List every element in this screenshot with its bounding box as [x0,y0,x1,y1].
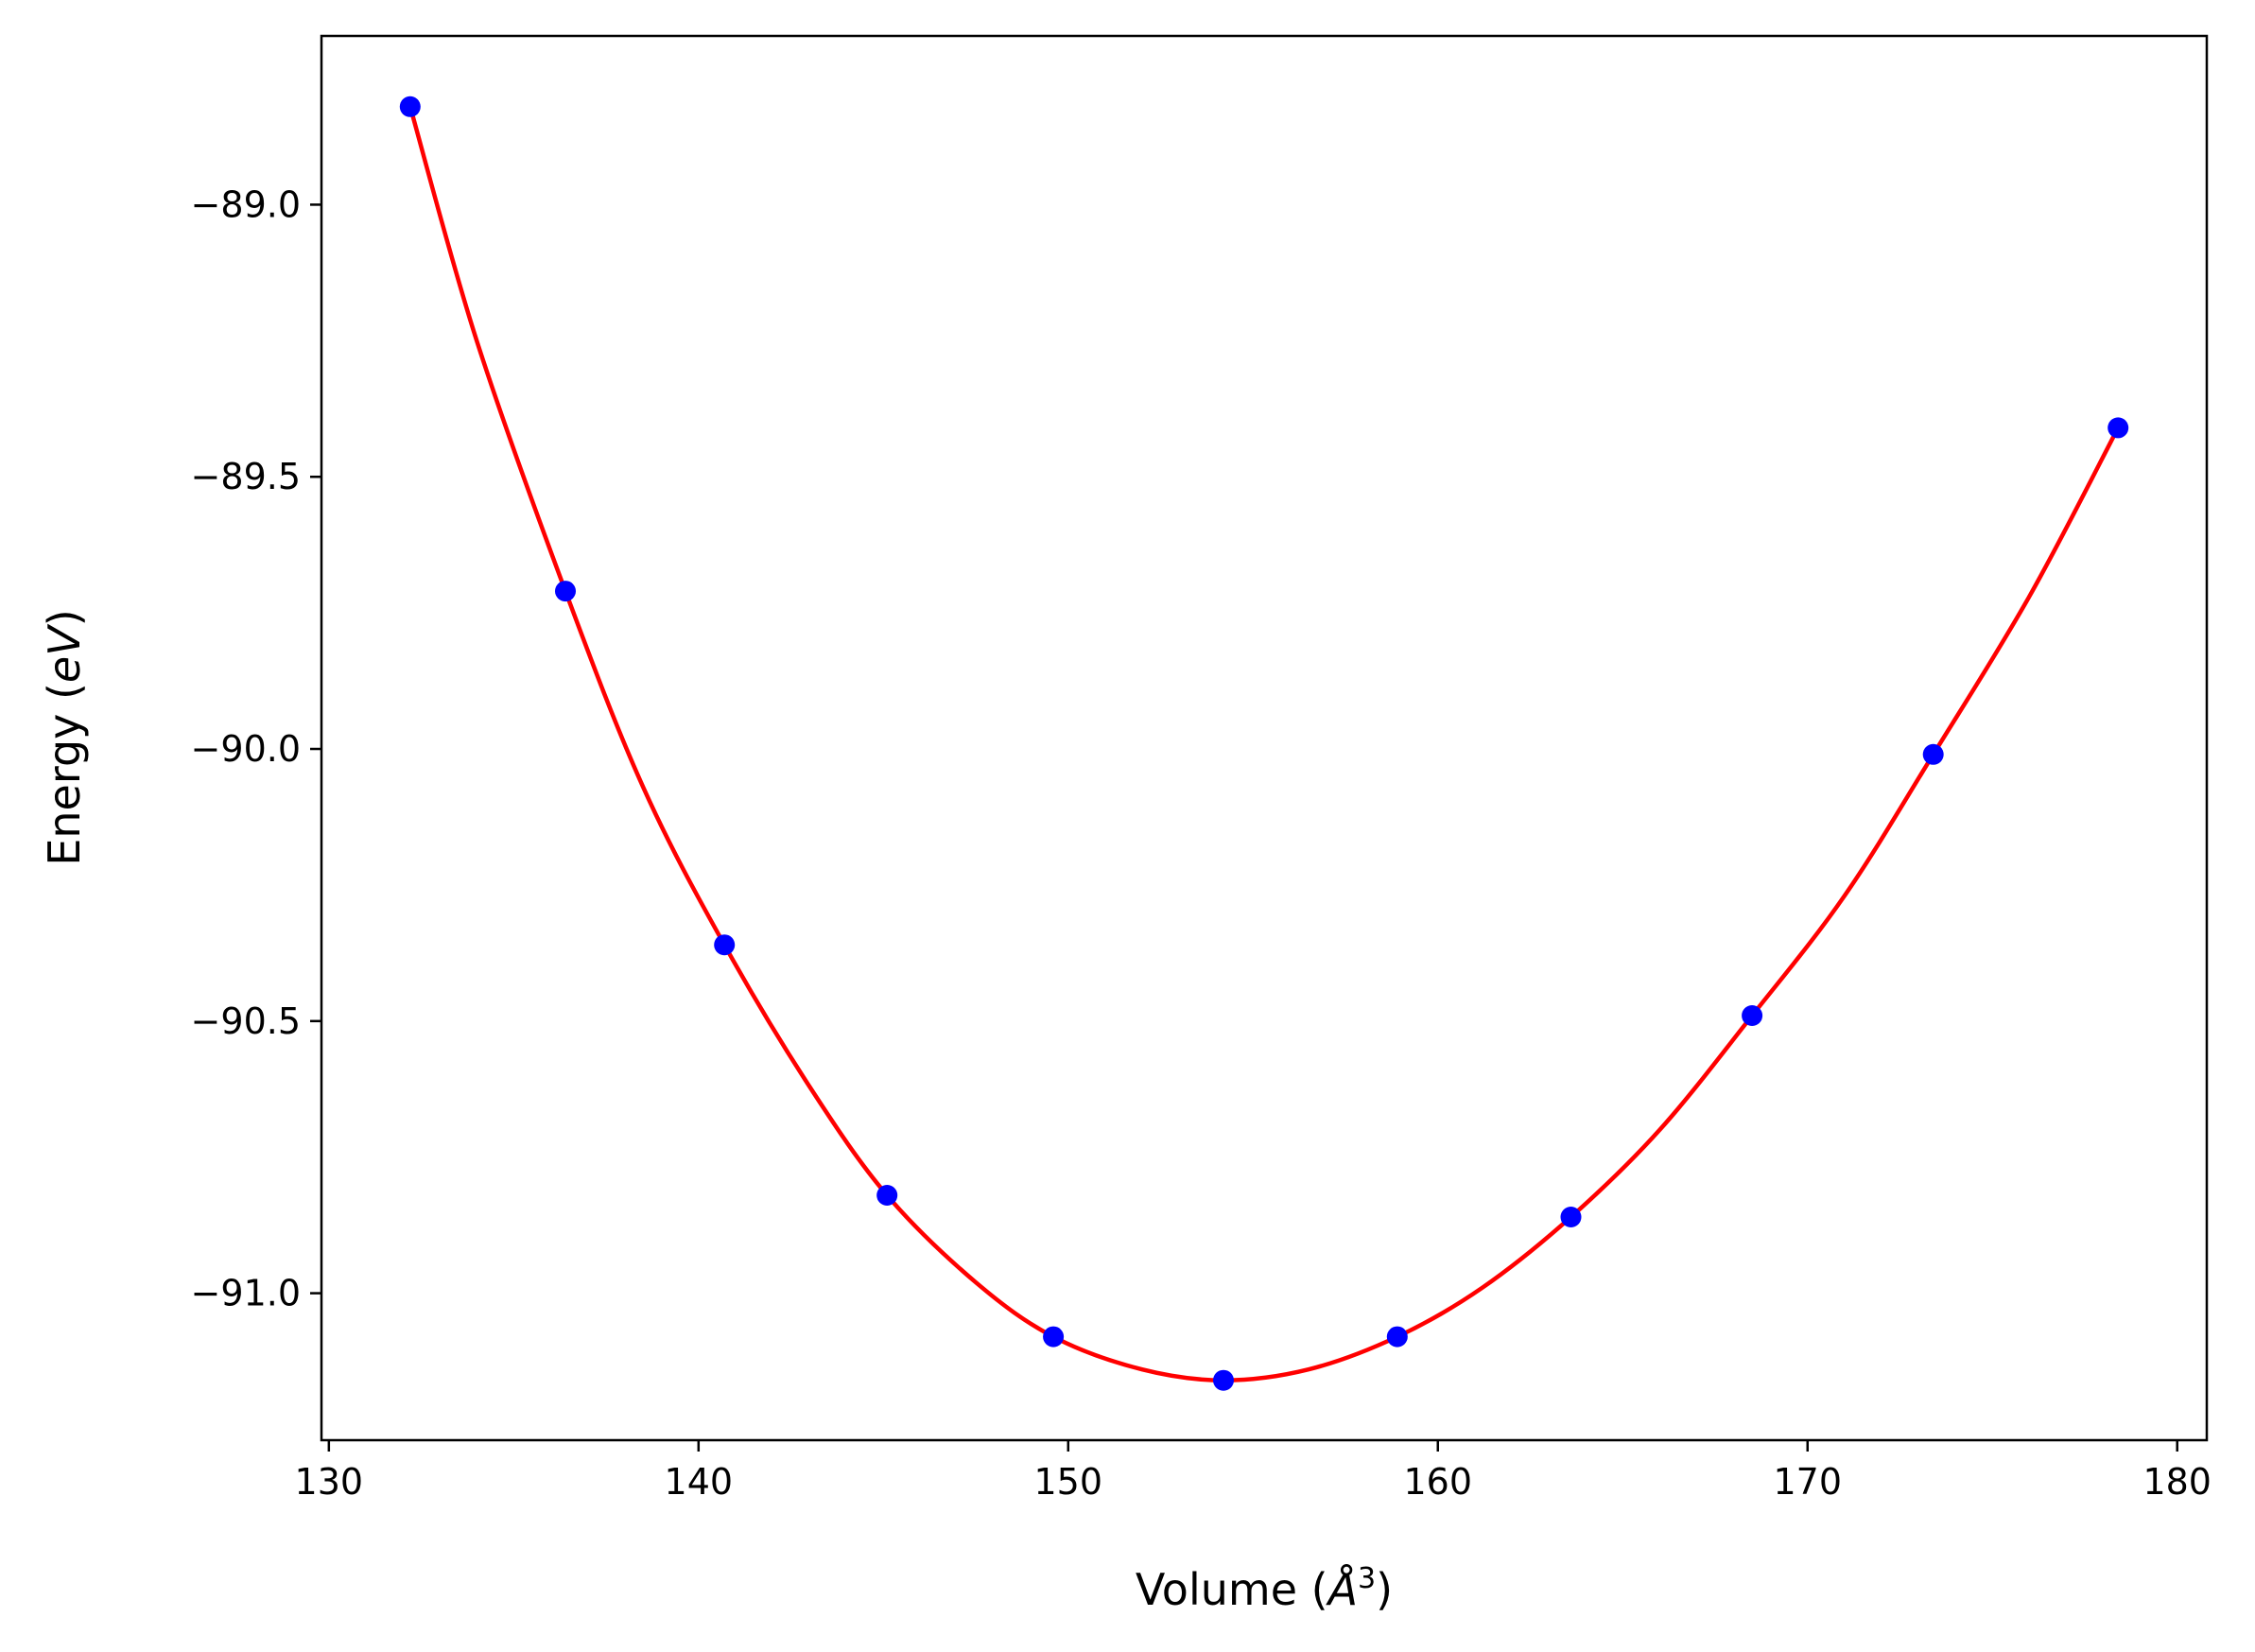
x-tick-label: 150 [1034,1461,1103,1503]
y-axis-ticks: −89.0 −89.5 −90.0 −90.5 −91.0 [191,183,321,1314]
data-point [876,1185,898,1206]
data-point [1560,1207,1582,1227]
x-axis-label: Volume (Å3) [1136,1562,1393,1615]
x-tick-label: 140 [665,1461,734,1503]
data-point [1922,743,1944,765]
fit-curve [408,106,2121,1382]
y-tick-label: −90.0 [191,728,301,770]
y-tick-label: −91.0 [191,1273,301,1314]
data-point [1386,1326,1408,1348]
data-points-layer [399,96,2129,1391]
data-point [1742,1005,1763,1026]
data-point [714,934,736,956]
data-point [1043,1326,1065,1348]
x-tick-label: 180 [2142,1461,2212,1503]
data-point [2108,417,2129,439]
plot-area [320,34,2209,1442]
data-point [399,96,421,117]
fit-curve-layer [408,106,2121,1382]
y-axis-label: Energy (eV) [39,609,90,865]
y-tick-label: −90.5 [191,1000,301,1042]
x-tick-label: 160 [1403,1461,1472,1503]
data-point [1213,1369,1234,1391]
y-tick-label: −89.0 [191,183,301,225]
x-tick-label: 130 [295,1461,364,1503]
x-tick-label: 170 [1773,1461,1842,1503]
data-point [555,581,576,602]
x-axis-ticks: 130 140 150 160 170 180 [295,1440,2212,1503]
y-tick-label: −89.5 [191,456,301,497]
